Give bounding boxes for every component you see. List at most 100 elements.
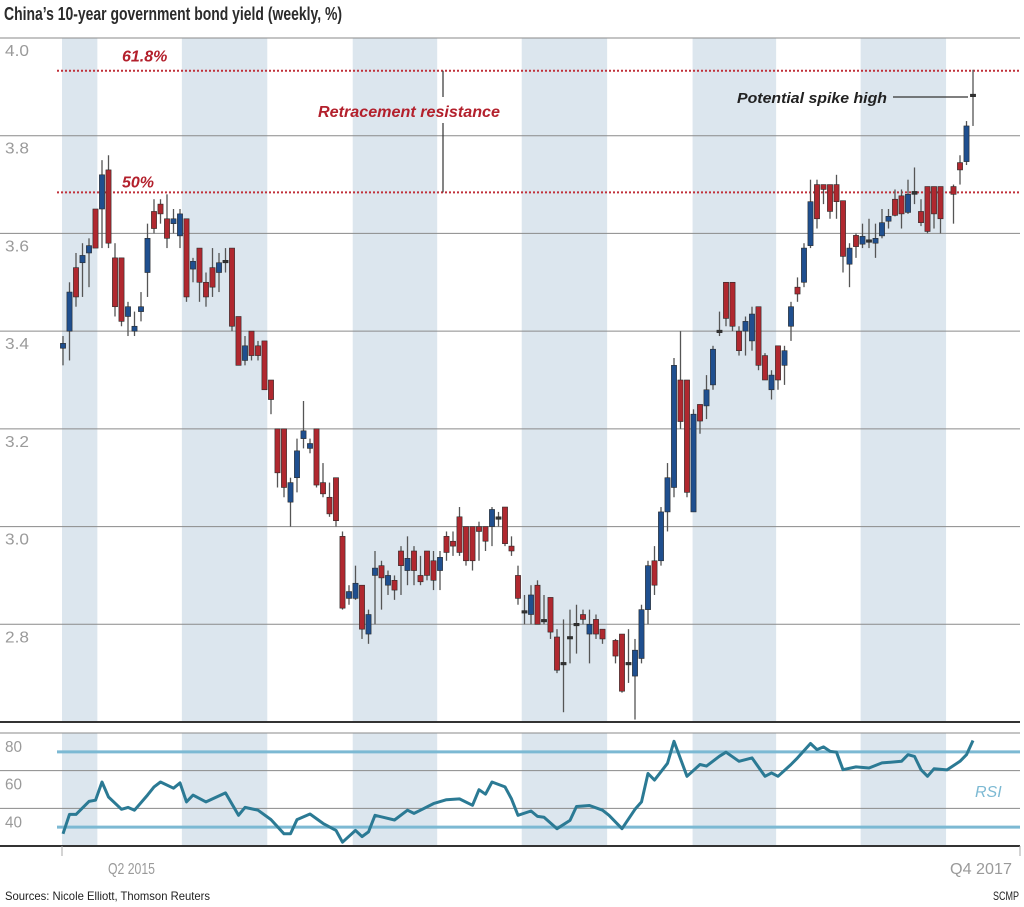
candle — [703, 375, 710, 420]
candle — [833, 174, 840, 219]
candle — [437, 551, 443, 591]
candle — [274, 428, 281, 488]
candle — [125, 301, 131, 337]
candle-body — [164, 218, 170, 239]
candle — [281, 428, 287, 498]
candle-body — [684, 379, 690, 493]
candle — [567, 609, 573, 664]
candle — [190, 257, 196, 283]
candle — [918, 199, 924, 227]
candle-body — [775, 345, 781, 381]
candle — [710, 345, 716, 390]
candle — [957, 155, 963, 185]
candle-body — [131, 325, 138, 332]
candle — [242, 336, 248, 366]
candle-body — [593, 619, 599, 635]
candle — [658, 507, 664, 566]
candle-body — [521, 610, 528, 614]
rsi-quarter-band — [692, 733, 777, 846]
x-tick-label-q4-2017: Q4 2017 — [950, 861, 1012, 878]
candle — [463, 526, 469, 566]
quarter-band — [860, 38, 947, 722]
candle-body — [79, 255, 86, 264]
candle — [684, 379, 690, 498]
candle — [690, 409, 697, 513]
candle — [625, 629, 632, 683]
candle — [651, 546, 658, 595]
candle-body — [697, 404, 703, 422]
candle-body — [859, 236, 866, 245]
candle — [105, 155, 112, 249]
y-tick-label: 4.0 — [5, 43, 29, 60]
candle-body — [268, 379, 274, 400]
rsi-quarter-band — [181, 733, 268, 846]
rsi-tick-label: 40 — [5, 814, 22, 831]
candle-body — [235, 316, 242, 366]
candle — [294, 438, 300, 493]
candle — [385, 570, 391, 595]
candle-body — [430, 560, 437, 581]
candle-body — [144, 238, 151, 273]
rsi-quarter-band — [352, 733, 438, 846]
candle-body — [710, 348, 716, 386]
candle — [573, 604, 580, 654]
candle-body — [112, 257, 118, 308]
candle-body — [92, 208, 99, 249]
candle-body — [846, 247, 853, 265]
rsi-label: RSI — [975, 784, 1002, 801]
candle — [645, 560, 651, 625]
candle-body — [170, 218, 177, 224]
candle — [164, 194, 170, 249]
candle-body — [385, 575, 391, 586]
candle — [723, 281, 729, 327]
candle — [326, 482, 333, 517]
candle-body — [209, 267, 216, 288]
candle-body — [469, 526, 476, 562]
candle-body — [872, 238, 879, 244]
candle-body — [768, 374, 775, 391]
candle-body — [66, 291, 73, 332]
candle — [157, 199, 164, 224]
potential-spike-high-label: Potential spike high — [737, 90, 887, 107]
candle-body — [294, 450, 300, 479]
candle — [612, 638, 619, 664]
candle — [963, 121, 970, 166]
candle-body — [450, 540, 456, 547]
candle-body — [755, 306, 762, 366]
candle-body — [463, 526, 469, 562]
rsi-tick-label: 80 — [5, 739, 22, 756]
candle — [352, 565, 359, 600]
candle — [560, 619, 567, 713]
candle-body — [190, 260, 196, 270]
candle — [801, 243, 807, 288]
candle-body — [398, 550, 404, 566]
candle-body — [950, 186, 957, 195]
candle-body — [203, 281, 209, 298]
quarter-bands — [62, 38, 947, 846]
candle — [365, 609, 372, 644]
candle-body — [495, 516, 502, 520]
candle-body — [222, 259, 229, 264]
quarter-band — [181, 38, 268, 722]
candle — [547, 597, 554, 639]
candle — [398, 546, 404, 595]
candle-body — [788, 306, 794, 327]
candle — [469, 526, 476, 571]
candle — [229, 247, 235, 332]
candle — [729, 281, 736, 332]
candle — [716, 311, 723, 337]
candle-body — [632, 649, 638, 677]
rsi-panel: 40 60 80 — [0, 732, 1020, 844]
candle — [411, 546, 417, 586]
candle — [697, 404, 703, 434]
candle-body — [86, 245, 92, 254]
candle — [151, 199, 157, 234]
candle-body — [216, 262, 222, 273]
candle — [112, 243, 118, 317]
candle-body — [794, 286, 801, 295]
candle-body — [456, 516, 463, 553]
candle — [911, 167, 918, 205]
candle-body — [313, 428, 320, 486]
candle — [762, 353, 768, 381]
